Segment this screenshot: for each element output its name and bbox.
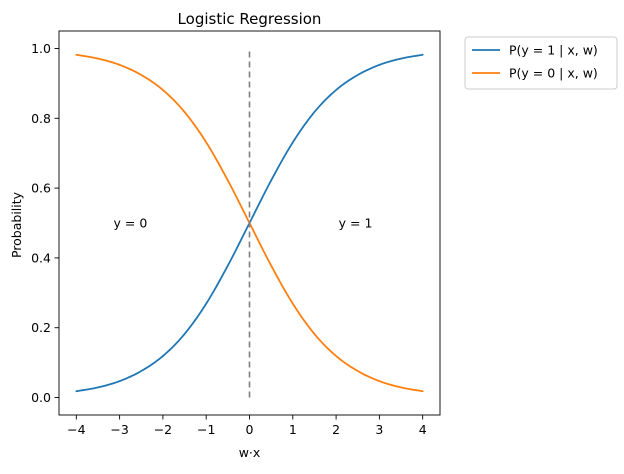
chart-title: Logistic Regression: [178, 10, 322, 28]
y-axis-label: Probability: [9, 191, 24, 258]
x-tick-label: −1: [197, 422, 215, 437]
y-tick-label: 0.6: [31, 181, 51, 196]
legend-entries: P(y = 1 | x, w) P(y = 0 | x, w): [472, 43, 598, 81]
x-tick-label: 2: [332, 422, 340, 437]
legend-label: P(y = 1 | x, w): [509, 43, 598, 58]
y-tick-label: 1.0: [31, 41, 51, 56]
annotations: y = 0 y = 1: [114, 216, 373, 231]
x-tick-label: −2: [154, 422, 172, 437]
plot-lines: [75, 48, 424, 398]
y-axis-ticks: 0.0 0.2 0.4 0.6 0.8 1.0: [31, 41, 59, 405]
x-tick-label: 4: [419, 422, 427, 437]
y-tick-label: 0.2: [31, 320, 51, 335]
x-tick-label: 3: [375, 422, 383, 437]
legend-label: P(y = 0 | x, w): [509, 66, 598, 81]
legend-box: [464, 36, 618, 90]
legend: P(y = 1 | x, w) P(y = 0 | x, w): [464, 36, 618, 90]
x-tick-label: −4: [67, 422, 85, 437]
x-axis-ticks: −4 −3 −2 −1 0 1 2 3 4: [67, 415, 427, 437]
y-tick-label: 0.4: [31, 250, 51, 265]
x-tick-label: −3: [110, 422, 128, 437]
x-axis-label: w·x: [239, 445, 261, 460]
y-tick-label: 0.8: [31, 111, 51, 126]
region-annotation: y = 1: [339, 216, 373, 231]
region-annotation: y = 0: [114, 216, 148, 231]
x-tick-label: 1: [289, 422, 297, 437]
x-tick-label: 0: [246, 422, 254, 437]
y-tick-label: 0.0: [31, 390, 51, 405]
